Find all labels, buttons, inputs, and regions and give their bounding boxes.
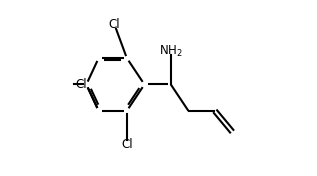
Text: Cl: Cl (121, 138, 133, 151)
Text: Cl: Cl (109, 18, 120, 31)
Text: NH$_2$: NH$_2$ (159, 43, 183, 59)
Text: Cl: Cl (76, 78, 87, 91)
